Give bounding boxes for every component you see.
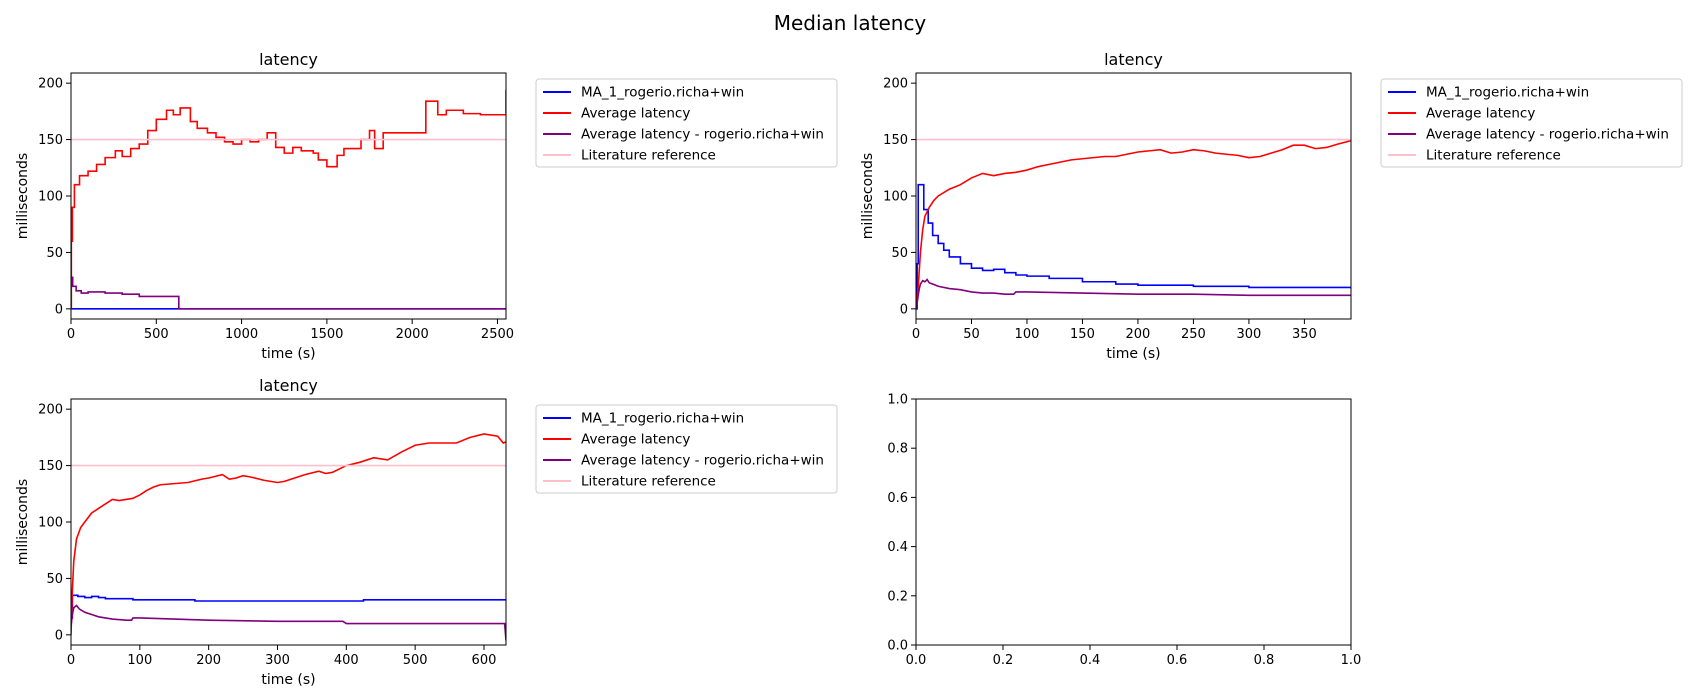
- y-tick-label: 100: [38, 516, 63, 531]
- subplot-3: 0 100 200 300 400 500 600 0 50 100 150 200 latency ti…: [15, 376, 838, 688]
- series-line-1-2: [71, 89, 506, 310]
- x-tick-label: 50: [963, 327, 980, 342]
- legend-label: Average latency - rogerio.richa+win: [581, 453, 824, 469]
- legend-label: Literature reference: [1426, 148, 1561, 164]
- y-tick-label: 0.4: [887, 540, 908, 555]
- y-tick-label: 50: [891, 246, 908, 261]
- y-axis-label: milliseconds: [860, 153, 876, 239]
- legend-label: Literature reference: [581, 474, 716, 490]
- y-tick-label: 0.6: [887, 491, 908, 506]
- series-line-3-1: [71, 594, 506, 619]
- legend: MA_1_rogerio.richa+win Average latency Ave…: [535, 78, 838, 168]
- subplot-4: 0.0 0.2 0.4 0.6 0.8 1.0 0.0 0.2 0.4 0.6 0.8 1.0: [887, 393, 1361, 669]
- y-tick-label: 0: [55, 628, 63, 643]
- y-tick-label: 0: [900, 302, 908, 317]
- x-tick-label: 350: [1292, 327, 1317, 342]
- legend-label: MA_1_rogerio.richa+win: [581, 411, 744, 427]
- x-tick-label: 500: [403, 653, 428, 668]
- legend: MA_1_rogerio.richa+win Average latency Ave…: [1380, 78, 1683, 168]
- series-line-2-3: [916, 278, 1351, 309]
- x-tick-label: 250: [1181, 327, 1206, 342]
- subplot-title: latency: [1104, 50, 1163, 69]
- legend-label: Average latency: [581, 432, 690, 448]
- y-tick-label: 0.8: [887, 442, 908, 457]
- x-tick-label: 100: [127, 653, 152, 668]
- y-tick-label: 200: [883, 77, 908, 92]
- legend-label: MA_1_rogerio.richa+win: [1426, 85, 1589, 101]
- x-tick-label: 300: [265, 653, 290, 668]
- x-tick-label: 0.2: [993, 653, 1014, 668]
- x-tick-label: 150: [1070, 327, 1095, 342]
- axes-frame: [70, 72, 507, 320]
- x-tick-label: 0: [67, 653, 75, 668]
- y-tick-label: 150: [38, 133, 63, 148]
- y-tick-label: 50: [46, 246, 63, 261]
- legend-label: Average latency: [1426, 106, 1535, 122]
- legend-label: Literature reference: [581, 148, 716, 164]
- x-tick-label: 1500: [310, 327, 343, 342]
- y-tick-label: 150: [883, 133, 908, 148]
- legend-label: Average latency - rogerio.richa+win: [1426, 127, 1669, 143]
- series-line-3-2: [71, 433, 506, 635]
- x-tick-label: 0.6: [1167, 653, 1188, 668]
- series-line-1-3: [71, 276, 506, 310]
- y-tick-label: 0: [55, 302, 63, 317]
- x-tick-label: 600: [472, 653, 497, 668]
- series-line-2-1: [916, 183, 1351, 310]
- y-tick-label: 50: [46, 572, 63, 587]
- legend-frame: [1380, 78, 1683, 168]
- x-tick-label: 200: [1126, 327, 1151, 342]
- y-tick-label: 100: [883, 190, 908, 205]
- y-axis-label: milliseconds: [15, 153, 31, 239]
- x-tick-label: 100: [1015, 327, 1040, 342]
- x-tick-label: 300: [1236, 327, 1261, 342]
- legend-frame: [535, 404, 838, 494]
- y-tick-label: 0.0: [887, 639, 908, 654]
- subplot-2: 0 50 100 150 200 250 300 350 0 50 100 150 200 latency…: [860, 50, 1683, 362]
- legend: MA_1_rogerio.richa+win Average latency Ave…: [535, 404, 838, 494]
- x-tick-label: 0.8: [1254, 653, 1275, 668]
- x-tick-label: 400: [334, 653, 359, 668]
- y-tick-label: 100: [38, 190, 63, 205]
- x-tick-label: 0: [912, 327, 920, 342]
- x-tick-label: 0.4: [1080, 653, 1101, 668]
- series-line-3-3: [71, 604, 506, 641]
- x-tick-label: 2000: [396, 327, 429, 342]
- legend-label: MA_1_rogerio.richa+win: [581, 85, 744, 101]
- subplot-title: latency: [259, 50, 318, 69]
- x-tick-label: 500: [144, 327, 169, 342]
- legend-label: Average latency: [581, 106, 690, 122]
- x-tick-label: 2500: [481, 327, 514, 342]
- y-axis-label: milliseconds: [15, 479, 31, 565]
- legend-label: Average latency - rogerio.richa+win: [581, 127, 824, 143]
- subplot-1: 0 500 1000 1500 2000 2500 0 50 100 150 200 latency t…: [15, 50, 838, 362]
- x-axis-label: time (s): [261, 672, 315, 688]
- series-line-2-2: [916, 139, 1351, 309]
- legend-frame: [535, 78, 838, 168]
- x-axis-label: time (s): [1106, 346, 1160, 362]
- x-tick-label: 0: [67, 327, 75, 342]
- x-axis-label: time (s): [261, 346, 315, 362]
- x-tick-label: 0.0: [906, 653, 927, 668]
- subplot-title: latency: [259, 376, 318, 395]
- x-tick-label: 1000: [225, 327, 258, 342]
- y-tick-label: 200: [38, 403, 63, 418]
- y-tick-label: 1.0: [887, 393, 908, 408]
- axes-frame: [915, 398, 1352, 646]
- y-tick-label: 150: [38, 459, 63, 474]
- y-tick-label: 0.2: [887, 589, 908, 604]
- x-tick-label: 1.0: [1341, 653, 1362, 668]
- y-tick-label: 200: [38, 77, 63, 92]
- x-tick-label: 200: [196, 653, 221, 668]
- axes-frame: [70, 398, 507, 646]
- figure-title: Median latency: [774, 11, 927, 35]
- axes-frame: [915, 72, 1352, 320]
